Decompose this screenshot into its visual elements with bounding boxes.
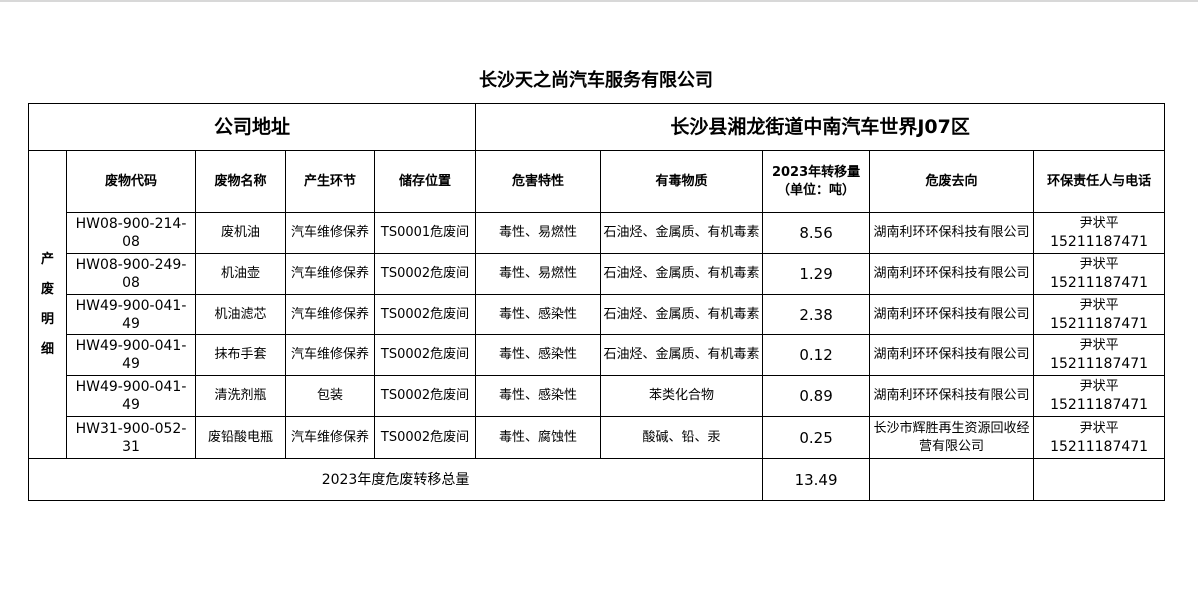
amount-cell: 0.25 [762, 416, 871, 459]
contact-name: 尹状平 [1079, 297, 1119, 313]
stage-cell: 包装 [285, 375, 375, 417]
destination-cell: 长沙市辉胜再生资源回收经营有限公司 [869, 416, 1035, 459]
section-char: 明 [40, 311, 54, 327]
waste-name-cell: 抹布手套 [195, 334, 286, 376]
total-value: 13.49 [762, 458, 871, 501]
storage-cell: TS0002危废间 [373, 334, 477, 376]
contact-name: 尹状平 [1079, 338, 1119, 353]
contact-cell: 尹状平 15211187471 [1033, 212, 1166, 254]
hazard-cell: 毒性、感染性 [475, 294, 602, 335]
header-name: 废物名称 [195, 150, 286, 213]
toxic-substance-cell: 酸碱、铅、汞 [600, 416, 764, 459]
header-storage: 储存位置 [373, 150, 477, 213]
toxic-substance-cell: 苯类化合物 [600, 375, 764, 417]
contact-cell: 尹状平 15211187471 [1033, 294, 1166, 335]
stage-cell: 汽车维修保养 [285, 212, 375, 254]
stage-cell: 汽车维修保养 [285, 416, 375, 459]
storage-cell: TS0001危废间 [373, 212, 477, 254]
page-title: 长沙天之尚汽车服务有限公司 [479, 70, 713, 91]
amount-cell: 8.56 [762, 212, 871, 254]
header-destination: 危废去向 [869, 150, 1035, 213]
waste-table: 公司地址 长沙县湘龙街道中南汽车世界J07区 产 废 明 细 废物代码 废物名称… [27, 103, 1166, 501]
storage-cell: TS0002危废间 [373, 294, 477, 335]
section-label: 产 废 明 细 [28, 150, 67, 459]
section-char: 产 [40, 251, 54, 267]
hazard-cell: 毒性、腐蚀性 [475, 416, 602, 459]
contact-name: 尹状平 [1079, 420, 1119, 436]
waste-code-cell: HW49-900-041-49 [66, 375, 196, 417]
destination-cell: 湖南利环环保科技有限公司 [869, 375, 1035, 417]
contact-phone: 15211187471 [1050, 275, 1149, 291]
header-code: 废物代码 [66, 150, 196, 213]
waste-code-cell: HW31-900-052-31 [66, 416, 196, 459]
destination-cell: 湖南利环环保科技有限公司 [869, 294, 1035, 335]
contact-phone: 15211187471 [1050, 356, 1149, 372]
hazard-cell: 毒性、易燃性 [475, 253, 602, 295]
table-row: HW31-900-052-31 废铅酸电瓶 汽车维修保养 TS0002危废间 毒性、腐蚀… [29, 416, 1166, 459]
section-char: 废 [40, 281, 54, 297]
toxic-substance-cell: 石油烃、金属质、有机毒素 [600, 334, 764, 376]
waste-code-cell: HW49-900-041-49 [66, 334, 196, 376]
waste-name-cell: 机油滤芯 [195, 294, 286, 335]
header-toxic: 有毒物质 [600, 150, 764, 213]
hazard-cell: 毒性、感染性 [475, 334, 602, 376]
contact-name: 尹状平 [1079, 379, 1119, 394]
empty-cell [869, 458, 1035, 501]
header-amount: 2023年转移量（单位：吨） [762, 150, 871, 213]
stage-cell: 汽车维修保养 [285, 253, 375, 295]
amount-cell: 2.38 [762, 294, 871, 335]
contact-name: 尹状平 [1079, 257, 1119, 272]
storage-cell: TS0002危废间 [373, 375, 477, 417]
contact-cell: 尹状平 15211187471 [1033, 253, 1166, 295]
address-value: 长沙县湘龙街道中南汽车世界J07区 [475, 103, 1166, 151]
contact-cell: 尹状平 15211187471 [1033, 334, 1166, 376]
total-label: 2023年度危废转移总量 [27, 458, 764, 501]
destination-cell: 湖南利环环保科技有限公司 [869, 334, 1035, 376]
table-row: HW49-900-041-49 清洗剂瓶 包装 TS0002危废间 毒性、感染性 苯类化合… [29, 375, 1166, 417]
toxic-substance-cell: 石油烃、金属质、有机毒素 [600, 212, 764, 254]
amount-cell: 1.29 [762, 253, 871, 295]
amount-cell: 0.12 [762, 334, 871, 376]
table-row: HW49-900-041-49 机油滤芯 汽车维修保养 TS0002危废间 毒性、感染性… [29, 294, 1166, 335]
waste-name-cell: 废铅酸电瓶 [195, 416, 286, 459]
amount-cell: 0.89 [762, 375, 871, 417]
contact-name: 尹状平 [1079, 216, 1119, 231]
total-row: 2023年度危废转移总量 13.49 [27, 458, 1166, 501]
hazard-cell: 毒性、易燃性 [475, 212, 602, 254]
contact-cell: 尹状平 15211187471 [1033, 416, 1166, 459]
table-row: HW08-900-249-08 机油壶 汽车维修保养 TS0002危废间 毒性、易燃性石… [29, 253, 1166, 295]
empty-cell [1033, 458, 1166, 501]
contact-phone: 15211187471 [1050, 315, 1149, 332]
waste-name-cell: 清洗剂瓶 [195, 375, 286, 417]
contact-phone: 15211187471 [1050, 438, 1149, 455]
contact-cell: 尹状平 15211187471 [1033, 375, 1166, 417]
address-label: 公司地址 [27, 103, 477, 151]
address-row: 公司地址 长沙县湘龙街道中南汽车世界J07区 [27, 103, 1166, 151]
table-row: HW49-900-041-49 抹布手套 汽车维修保养 TS0002危废间 毒性、感染性… [29, 334, 1166, 376]
waste-code-cell: HW08-900-249-08 [66, 253, 196, 295]
storage-cell: TS0002危废间 [373, 253, 477, 295]
waste-code-cell: HW49-900-041-49 [66, 294, 196, 335]
hazard-cell: 毒性、感染性 [475, 375, 602, 417]
stage-cell: 汽车维修保养 [285, 334, 375, 376]
waste-code-cell: HW08-900-214-08 [66, 212, 196, 254]
table-row: HW08-900-214-08 废机油 汽车维修保养 TS0001危废间 毒性、易燃性石… [29, 212, 1166, 254]
destination-cell: 湖南利环环保科技有限公司 [869, 212, 1035, 254]
header-contact: 环保责任人与电话 [1033, 150, 1166, 213]
waste-name-cell: 废机油 [195, 212, 286, 254]
storage-cell: TS0002危废间 [373, 416, 477, 459]
header-row: 产 废 明 细 废物代码 废物名称 产生环节 储存位置 危害特性 有毒物质 20… [28, 150, 1166, 459]
contact-phone: 15211187471 [1050, 397, 1149, 413]
section-char: 细 [40, 341, 54, 357]
toxic-substance-cell: 石油烃、金属质、有机毒素 [600, 253, 764, 295]
header-stage: 产生环节 [285, 150, 375, 213]
toxic-substance-cell: 石油烃、金属质、有机毒素 [600, 294, 764, 335]
destination-cell: 湖南利环环保科技有限公司 [869, 253, 1035, 295]
stage-cell: 汽车维修保养 [285, 294, 375, 335]
waste-name-cell: 机油壶 [195, 253, 286, 295]
contact-phone: 15211187471 [1050, 234, 1149, 250]
header-hazard: 危害特性 [475, 150, 602, 213]
